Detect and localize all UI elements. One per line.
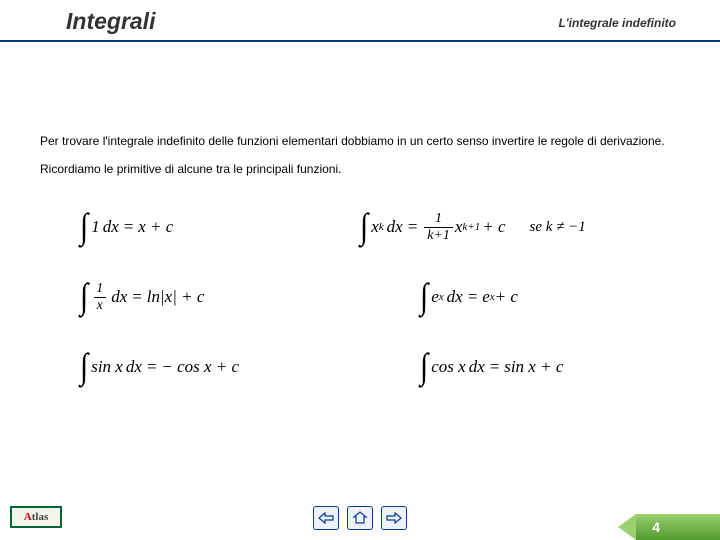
differential: dx [126, 357, 142, 377]
result: x + c [138, 217, 173, 237]
differential: dx [103, 217, 119, 237]
logo-rest: tlas [32, 511, 49, 523]
result: sin x + c [504, 357, 563, 377]
integral-icon: ∫ [420, 277, 428, 318]
result-tail: + c [495, 287, 518, 307]
formula-row: ∫ 1 dx = x + c ∫ xk dx = 1 k+1 xk+1 + c … [40, 210, 680, 244]
formula-row: ∫ sin x dx = − cos x + c ∫ cos x dx = si… [40, 350, 680, 384]
numerator: 1 [93, 281, 106, 296]
prev-button[interactable] [313, 506, 339, 530]
result: ln|x| + c [147, 287, 205, 307]
formula-row: ∫ 1 x dx = ln|x| + c ∫ ex dx = ex + c [40, 280, 680, 314]
fraction: 1 k+1 [424, 211, 453, 243]
integral-icon: ∫ [80, 207, 88, 248]
slide-header: Integrali L'integrale indefinito [0, 0, 720, 54]
equals: = [407, 217, 418, 237]
publisher-logo: Atlas [10, 506, 62, 528]
equals: = [131, 287, 142, 307]
formula-cell: ∫ cos x dx = sin x + c [340, 350, 680, 384]
integrand-base: x [371, 217, 379, 237]
integrand-exp: x [439, 291, 444, 303]
formula-grid: ∫ 1 dx = x + c ∫ xk dx = 1 k+1 xk+1 + c … [40, 210, 680, 420]
integrand: 1 [91, 217, 100, 237]
home-button[interactable] [347, 506, 373, 530]
formula-cell: ∫ 1 dx = x + c [40, 210, 340, 244]
result-exp: k+1 [462, 221, 480, 233]
logo-letter-a: A [24, 511, 32, 523]
differential: dx [387, 217, 403, 237]
equals: = [123, 217, 134, 237]
next-button[interactable] [381, 506, 407, 530]
differential: dx [469, 357, 485, 377]
nav-button-group [313, 506, 407, 530]
slide-footer: Atlas 4 [0, 508, 720, 540]
formula-cell: ∫ ex dx = ex + c [340, 280, 680, 314]
condition: se k ≠ −1 [530, 219, 586, 236]
integral-icon: ∫ [360, 207, 368, 248]
integrand-base: e [431, 287, 439, 307]
result-base: e [482, 287, 490, 307]
chapter-title: Integrali [66, 8, 155, 35]
fraction: 1 x [93, 281, 106, 313]
equals: = [467, 287, 478, 307]
denominator: x [94, 297, 106, 313]
section-title: L'integrale indefinito [558, 16, 676, 30]
integral-icon: ∫ [80, 277, 88, 318]
integral-icon: ∫ [80, 347, 88, 388]
header-divider [0, 40, 720, 42]
badge-triangle [618, 514, 636, 540]
differential: dx [447, 287, 463, 307]
integrand-exp: k [379, 221, 384, 233]
page-number-badge: 4 [636, 514, 720, 540]
result-tail: + c [482, 217, 505, 237]
formula-cell: ∫ 1 x dx = ln|x| + c [40, 280, 340, 314]
integrand: sin x [91, 357, 123, 377]
integral-icon: ∫ [420, 347, 428, 388]
arrow-right-icon [386, 512, 402, 524]
integrand: cos x [431, 357, 465, 377]
page-number: 4 [652, 519, 660, 535]
result: − cos x + c [161, 357, 239, 377]
intro-paragraph: Per trovare l'integrale indefinito delle… [40, 128, 680, 183]
equals: = [146, 357, 157, 377]
arrow-left-icon [318, 512, 334, 524]
home-icon [352, 511, 368, 525]
numerator: 1 [432, 211, 445, 226]
differential: dx [111, 287, 127, 307]
equals: = [489, 357, 500, 377]
formula-cell: ∫ xk dx = 1 k+1 xk+1 + c se k ≠ −1 [340, 210, 680, 244]
formula-cell: ∫ sin x dx = − cos x + c [40, 350, 340, 384]
result-base: x [455, 217, 463, 237]
denominator: k+1 [424, 227, 453, 243]
